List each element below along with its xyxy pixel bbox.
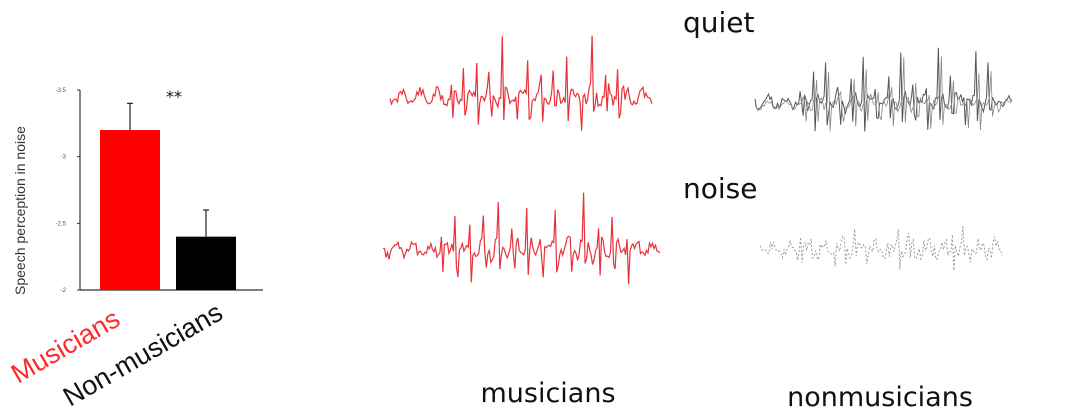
error-bar-musicians [127,102,133,130]
speech-perception-bar-chart: Speech perception in noise -3.5-3-2.5-2 … [6,87,263,411]
y-tick-label: -3.5 [56,88,67,94]
bar-non-musicians [176,236,236,290]
error-bar-non-musicians [203,209,209,237]
group-label-musicians: musicians [480,378,615,409]
waveform-nonmusicians-noise [759,226,1003,271]
waveform-musicians-quiet [389,35,653,131]
y-tick-label: -3 [61,155,67,161]
condition-label-quiet: quiet [683,6,755,39]
waveform-nonmusicians-quiet [754,47,1013,132]
bar-musicians [100,130,160,290]
waveform-panel: quiet noise musicians nonmusicians [382,6,1013,411]
waveform-nonmusicians-quiet-overlay [754,56,1013,132]
significance-marker: ** [166,87,182,106]
y-tick-label: -2.5 [56,221,67,227]
condition-label-noise: noise [683,172,757,205]
y-tick-label: -2 [61,288,67,294]
category-label-non-musicians: Non-musicians [58,297,228,411]
group-label-nonmusicians: nonmusicians [787,382,973,411]
y-axis-label: Speech perception in noise [12,126,28,295]
waveform-musicians-noise [382,192,661,285]
